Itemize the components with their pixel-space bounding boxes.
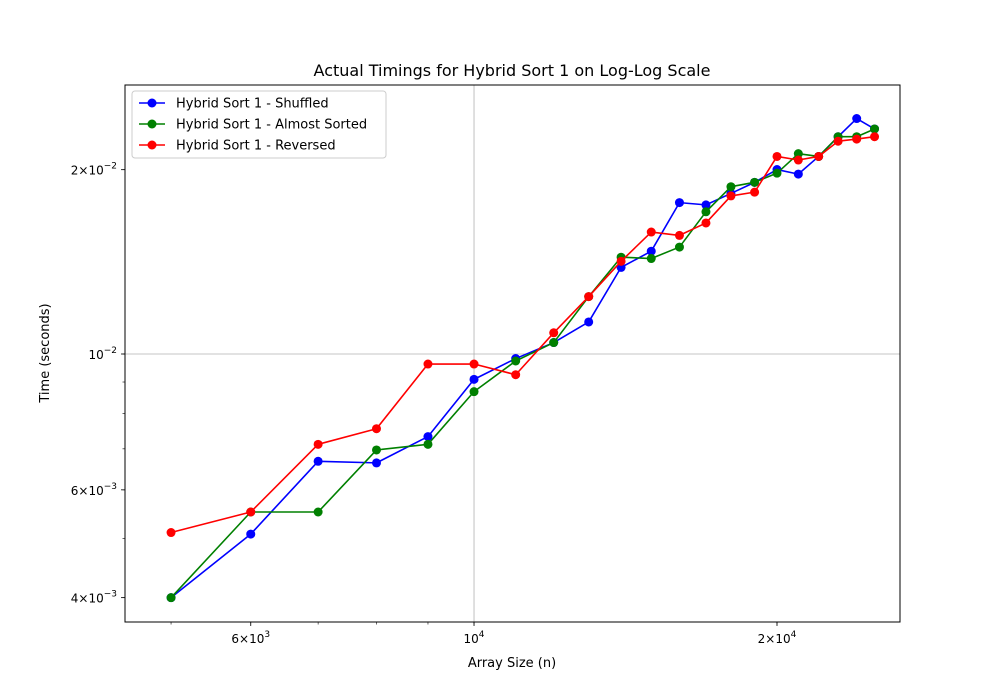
data-point [584, 317, 594, 327]
data-point [793, 149, 803, 159]
data-point [750, 177, 760, 187]
legend-swatch-marker [147, 119, 157, 129]
series-2 [166, 124, 880, 603]
data-point [646, 227, 656, 237]
data-point [469, 374, 479, 384]
data-point [674, 242, 684, 252]
data-point [313, 507, 323, 517]
legend-entry: Hybrid Sort 1 - Almost Sorted [139, 118, 367, 133]
data-point [726, 191, 736, 201]
data-point [833, 136, 843, 146]
y-tick-label: 6×10−3 [71, 482, 117, 498]
data-point [469, 359, 479, 369]
data-point [469, 387, 479, 397]
legend-label: Hybrid Sort 1 - Reversed [176, 139, 336, 154]
data-point [423, 439, 433, 449]
chart-title: Actual Timings for Hybrid Sort 1 on Log-… [314, 61, 711, 80]
data-point [772, 168, 782, 178]
series-line [170, 128, 875, 599]
data-point [701, 218, 711, 228]
data-point [511, 356, 521, 366]
data-point [793, 155, 803, 165]
data-point [246, 507, 256, 517]
data-point [870, 124, 880, 134]
data-point [166, 593, 176, 603]
data-point [166, 528, 176, 538]
data-point [750, 187, 760, 197]
data-point [814, 151, 824, 161]
data-point [616, 256, 626, 266]
data-point [584, 292, 594, 302]
data-point [646, 246, 656, 256]
data-point [674, 198, 684, 208]
data-point [371, 424, 381, 434]
plot-frame [124, 84, 901, 623]
data-point [646, 254, 656, 264]
grid-lines [125, 85, 900, 622]
legend-label: Hybrid Sort 1 - Shuffled [176, 97, 329, 112]
data-point [701, 200, 711, 210]
x-tick-label: 6×103 [231, 630, 270, 646]
data-point [674, 230, 684, 240]
data-point [313, 456, 323, 466]
legend-box [131, 90, 387, 159]
x-axis-ticks: 6×103 104 2×104 [170, 622, 797, 646]
data-point [852, 134, 862, 144]
y-tick-label: 4×10−3 [71, 590, 117, 606]
legend-entry: Hybrid Sort 1 - Reversed [139, 139, 336, 154]
series-line [170, 135, 875, 534]
data-point [423, 359, 433, 369]
series-layer [166, 114, 880, 603]
data-point [549, 328, 559, 338]
data-point [701, 207, 711, 217]
legend-label: Hybrid Sort 1 - Almost Sorted [176, 118, 367, 133]
x-axis-label: Array Size (n) [468, 656, 556, 671]
y-tick-label: 2×10−2 [71, 162, 117, 178]
data-point [246, 529, 256, 539]
data-point [549, 338, 559, 348]
data-point [371, 445, 381, 455]
y-tick-label: 10−2 [88, 346, 117, 362]
data-point [511, 370, 521, 380]
series-3 [166, 132, 880, 538]
x-tick-label: 104 [464, 630, 485, 646]
legend-swatch-marker [147, 140, 157, 150]
y-axis-ticks: 4×10−3 6×10−3 10−2 2×10−2 [71, 162, 125, 606]
x-tick-label: 2×104 [758, 630, 797, 646]
data-point [423, 432, 433, 442]
legend-swatch-marker [147, 98, 157, 108]
legend-entry: Hybrid Sort 1 - Shuffled [139, 97, 329, 112]
y-axis-label: Time (seconds) [38, 303, 53, 403]
data-point [772, 151, 782, 161]
data-point [793, 169, 803, 179]
data-point [870, 132, 880, 142]
legend: Hybrid Sort 1 - Shuffled Hybrid Sort 1 - … [131, 90, 387, 159]
data-point [726, 182, 736, 192]
data-point [371, 458, 381, 468]
data-point [852, 114, 862, 124]
data-point [313, 439, 323, 449]
